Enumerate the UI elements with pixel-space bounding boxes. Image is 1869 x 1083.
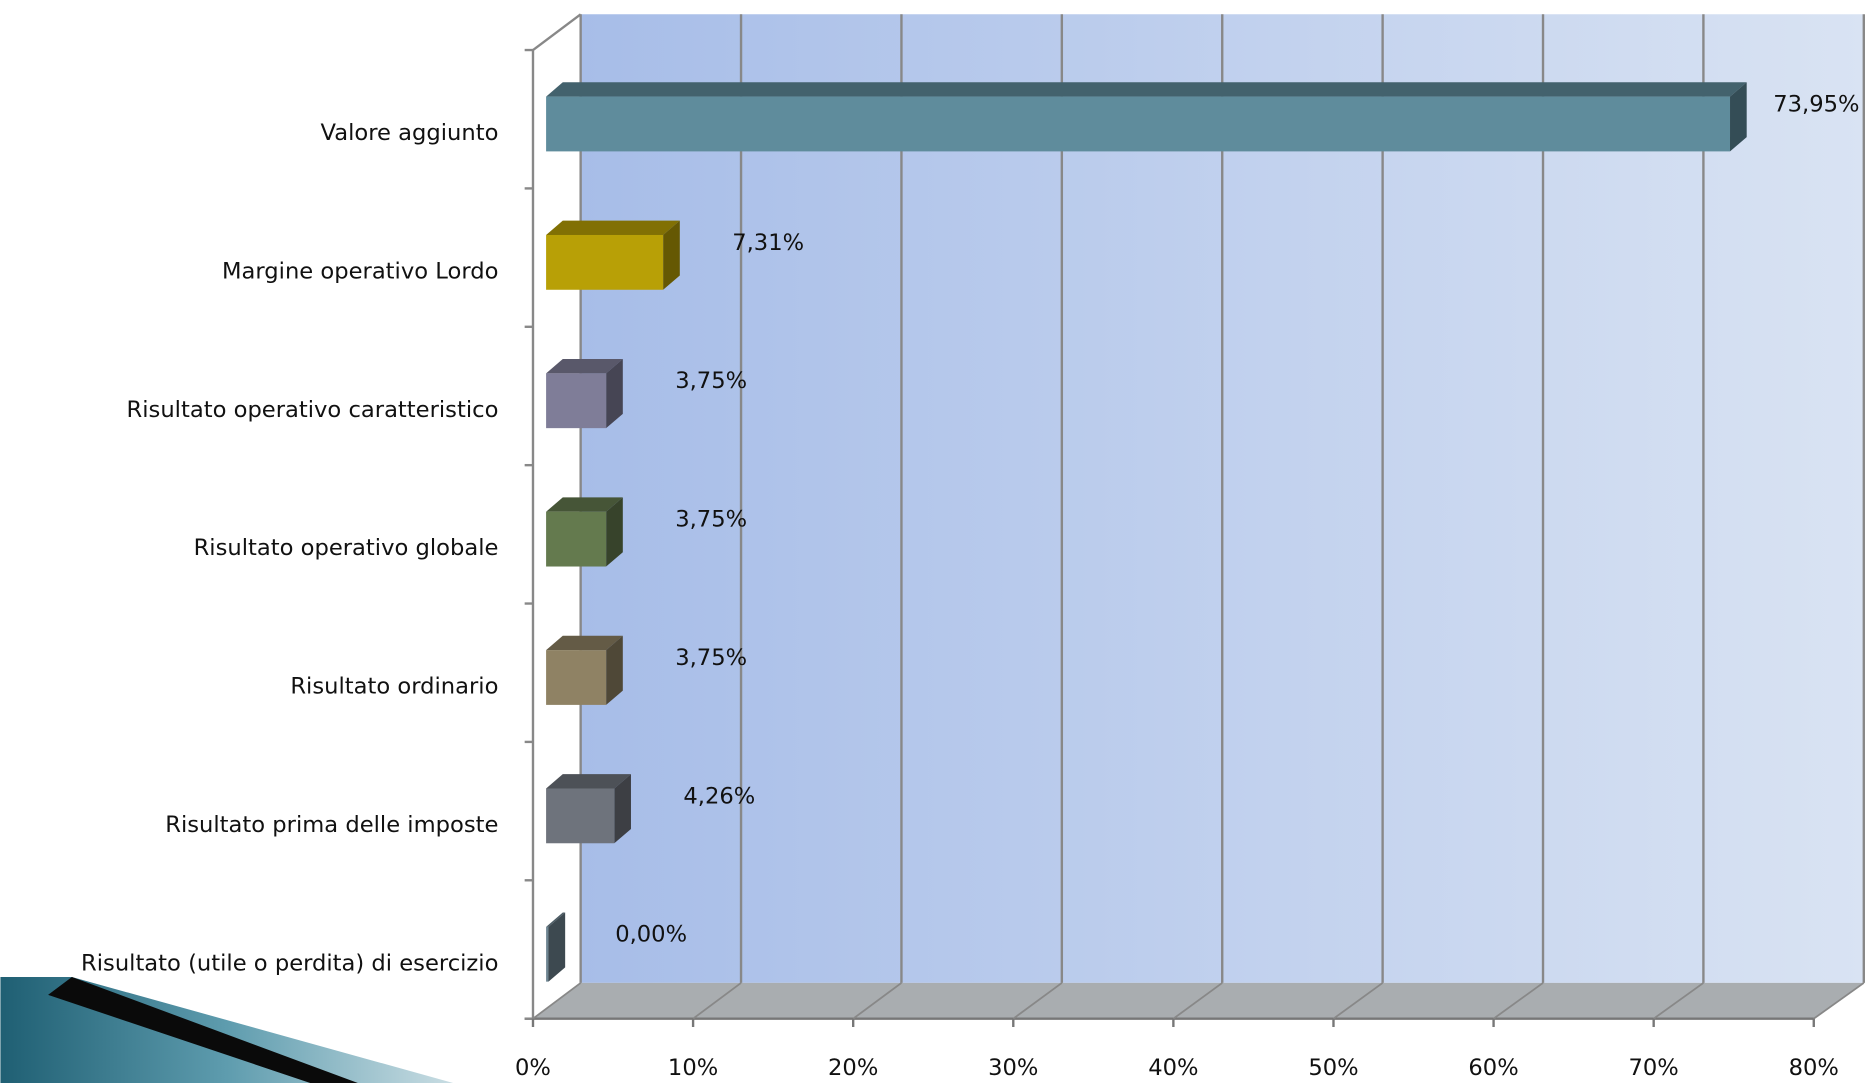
bar-side [614,774,631,844]
x-tick-label: 30% [988,1055,1038,1081]
bar [546,96,1731,152]
grid-line [1012,982,1063,1020]
value-label: 73,95% [1773,91,1859,117]
bar [546,788,615,844]
grid-line [1332,982,1384,1020]
grid-line [852,982,902,1020]
bar [546,650,607,705]
value-label: 3,75% [675,645,747,671]
bar-side [606,497,623,567]
grid-line [1653,982,1704,1020]
bar-top [546,359,623,374]
category-label: Risultato (utile o perdita) di esercizio [81,950,498,976]
bar [546,373,607,429]
x-tick-label: 0% [515,1055,551,1081]
x-tick-label: 40% [1148,1055,1198,1081]
bar [546,234,664,290]
bar [546,511,607,567]
bar-top [546,220,680,235]
bar-side [1730,82,1747,152]
bar-side [663,220,680,290]
x-tick-label: 10% [668,1055,718,1081]
bar [546,926,549,982]
value-label: 3,75% [675,368,747,394]
bar-top [546,774,631,789]
category-label: Valore aggiunto [321,120,499,146]
value-label: 3,75% [675,507,747,533]
bar-top [546,497,623,512]
value-label: 0,00% [615,922,687,948]
bar-top [546,635,623,651]
grid-line [1172,982,1223,1020]
category-label: Risultato prima delle imposte [165,812,498,838]
x-tick-label: 50% [1308,1055,1358,1081]
bar-side [606,635,623,705]
bar-side [548,912,566,982]
value-label: 7,31% [732,230,804,256]
bar-top [546,82,1747,97]
value-label: 4,26% [683,783,755,809]
decoration [48,976,358,1083]
x-tick-label: 20% [828,1055,878,1081]
category-label: Risultato operativo caratteristico [127,397,499,423]
grid-line [692,982,742,1020]
bar-side [606,359,623,429]
grid-line [1493,982,1544,1020]
grid-line [532,982,582,1020]
category-label: Margine operativo Lordo [222,258,498,284]
x-tick-label: 70% [1629,1055,1679,1081]
x-tick-label: 60% [1468,1055,1518,1081]
bar-top [546,912,566,927]
category-label: Risultato ordinario [290,674,498,700]
category-label: Risultato operativo globale [194,535,499,561]
x-tick-label: 80% [1789,1055,1839,1081]
grid-line [1813,982,1865,1020]
